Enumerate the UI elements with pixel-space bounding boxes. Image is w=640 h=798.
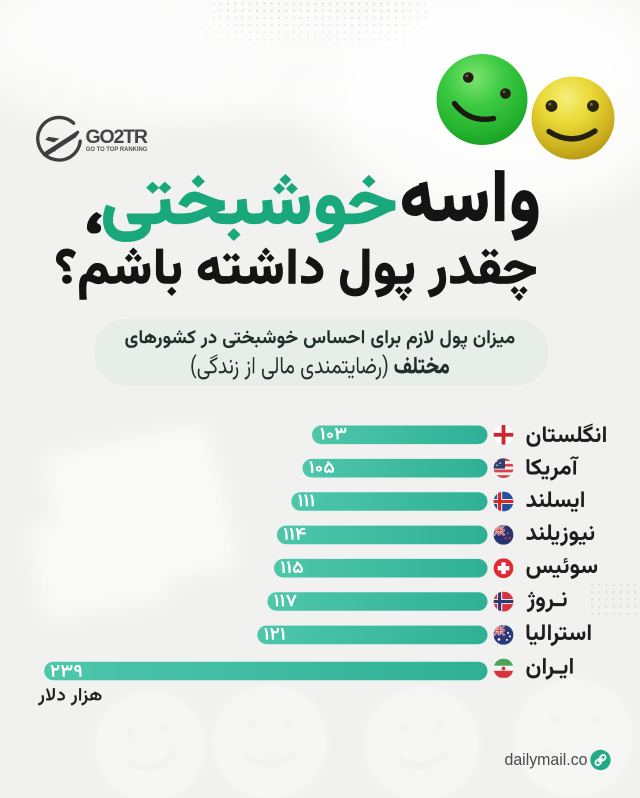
svg-text:GO2TR: GO2TR (86, 126, 149, 148)
svg-text:dailymail.co: dailymail.co (505, 751, 588, 769)
svg-text:GO TO TOP RANKING: GO TO TOP RANKING (86, 146, 148, 153)
